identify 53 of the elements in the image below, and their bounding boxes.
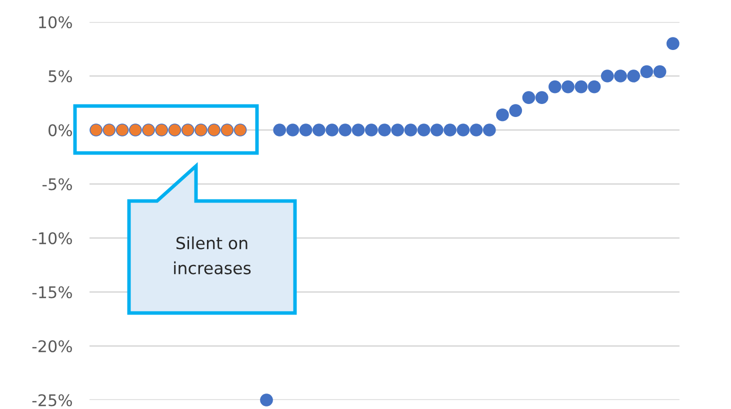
point	[391, 124, 404, 136]
point	[142, 124, 155, 136]
point	[286, 124, 300, 136]
y-tick-label: -15%	[32, 286, 72, 298]
point	[234, 124, 247, 136]
point	[260, 394, 273, 406]
point	[90, 124, 102, 136]
point	[666, 37, 680, 50]
point	[653, 65, 666, 78]
point	[535, 91, 548, 104]
point	[640, 65, 654, 78]
point	[522, 91, 536, 104]
y-tick-label: -10%	[32, 232, 72, 244]
point	[273, 124, 286, 136]
point	[102, 124, 116, 136]
point	[378, 124, 391, 136]
annotation: Silent on increases	[174, 236, 251, 274]
y-tick-label: 10%	[39, 16, 72, 28]
point	[627, 70, 640, 82]
y-tick-label: -20%	[32, 340, 72, 352]
y-tick-label: 0%	[48, 124, 72, 136]
point	[588, 80, 601, 94]
point	[352, 124, 365, 136]
point	[364, 124, 378, 136]
point	[470, 124, 483, 136]
point	[116, 124, 129, 136]
point	[338, 124, 352, 136]
point	[326, 124, 338, 136]
point	[548, 80, 562, 94]
point	[155, 124, 168, 136]
point	[312, 124, 326, 136]
point	[456, 124, 470, 136]
point	[614, 70, 627, 82]
point	[574, 80, 588, 94]
point	[168, 124, 182, 136]
y-tick-label: 5%	[48, 70, 72, 82]
point	[181, 124, 194, 136]
point	[128, 124, 142, 136]
point	[444, 124, 456, 136]
point	[482, 124, 496, 136]
point	[562, 80, 574, 94]
point	[430, 124, 444, 136]
point	[299, 124, 312, 136]
point	[208, 124, 220, 136]
y-tick-label: -5%	[42, 178, 72, 190]
y-tick-label: -25%	[32, 394, 72, 406]
point	[194, 124, 208, 136]
point	[600, 70, 614, 82]
point	[220, 124, 234, 136]
point	[509, 104, 522, 117]
point	[404, 124, 418, 136]
point	[417, 124, 430, 136]
point	[496, 108, 509, 122]
